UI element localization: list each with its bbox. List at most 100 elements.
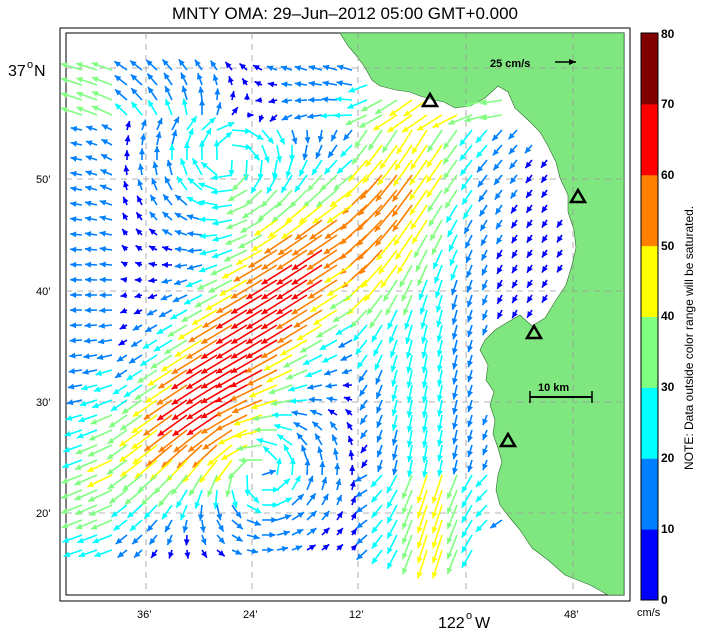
current-vector-head xyxy=(122,229,129,236)
current-vector xyxy=(291,279,323,301)
current-vector-head xyxy=(291,264,299,270)
current-vector-head xyxy=(414,251,420,258)
current-vector-head xyxy=(345,409,352,416)
current-vector-head xyxy=(294,475,301,483)
current-vector-head xyxy=(274,423,281,430)
current-vector-head xyxy=(156,398,164,405)
current-vector-head xyxy=(236,522,243,530)
current-vector-head xyxy=(197,514,204,521)
current-vector-head xyxy=(84,291,91,298)
scale-distance-label: 10 km xyxy=(538,382,569,394)
current-vector-head xyxy=(335,478,342,486)
current-vector-head xyxy=(186,413,194,420)
current-vector-head xyxy=(61,493,68,499)
current-vector-head xyxy=(201,382,208,389)
current-vector-head xyxy=(210,269,218,276)
current-vector-head xyxy=(434,276,440,284)
current-vector-head xyxy=(171,129,178,137)
current-vector-head xyxy=(450,273,457,281)
current-vector-head xyxy=(180,72,187,80)
current-vector-head xyxy=(376,194,383,202)
current-vector-head xyxy=(216,337,223,344)
current-vector-head xyxy=(79,400,87,407)
current-vector-head xyxy=(437,454,443,462)
current-vector-head xyxy=(480,114,487,121)
current-vector-head xyxy=(211,252,219,259)
current-vector-head xyxy=(200,538,207,545)
current-vector-head xyxy=(257,214,265,221)
current-vector-head xyxy=(317,135,324,143)
current-vector-head xyxy=(336,527,343,535)
current-vector-head xyxy=(99,261,106,268)
current-vector-head xyxy=(497,267,503,274)
current-vector-head xyxy=(126,374,134,381)
current-vector-head xyxy=(70,201,77,208)
current-vector-head xyxy=(180,513,186,521)
current-vector-head xyxy=(74,509,82,515)
current-vector-head xyxy=(343,396,351,403)
current-vector-head xyxy=(291,278,299,285)
current-vector-head xyxy=(88,435,96,441)
current-vector-head xyxy=(443,157,450,165)
current-vector-head xyxy=(333,112,340,119)
current-vector-head xyxy=(310,510,317,518)
current-vector-head xyxy=(475,510,483,517)
current-vector-head xyxy=(222,272,229,279)
current-vector-head xyxy=(253,153,260,161)
current-vector-head xyxy=(99,276,106,283)
current-vector-head xyxy=(127,511,134,518)
current-vector-head xyxy=(401,507,408,515)
current-vector-head xyxy=(113,524,121,531)
current-vector-head xyxy=(292,249,299,256)
current-vector-head xyxy=(61,62,68,69)
current-vector-head xyxy=(134,292,142,299)
colorbar-segment xyxy=(641,245,658,317)
current-vector-head xyxy=(114,89,122,96)
current-vector-head xyxy=(201,427,208,434)
current-vector-head xyxy=(333,184,341,191)
current-vector-head xyxy=(142,343,150,349)
current-vector-head xyxy=(99,199,107,206)
current-vector-head xyxy=(186,353,193,359)
current-vector-head xyxy=(347,103,354,109)
current-vector-head xyxy=(201,551,207,558)
current-vector-head xyxy=(351,157,359,165)
current-vector-head xyxy=(120,276,128,283)
current-vector-head xyxy=(497,312,503,319)
current-vector-head xyxy=(295,545,303,551)
current-vector-head xyxy=(381,281,387,288)
current-vector-head xyxy=(137,179,144,187)
current-vector-head xyxy=(382,145,389,153)
current-vector-head xyxy=(328,409,335,416)
current-vector-head xyxy=(285,497,292,504)
current-vector-head xyxy=(187,230,194,237)
lat-label-37: 37 xyxy=(8,63,26,80)
current-vector-head xyxy=(389,336,395,344)
current-vector-head xyxy=(271,172,278,179)
current-vector-head xyxy=(524,146,532,154)
current-vector-head xyxy=(261,323,269,329)
current-vector-head xyxy=(461,486,468,493)
current-vector-head xyxy=(123,150,130,157)
current-vector-head xyxy=(151,551,158,558)
current-vector-head xyxy=(461,183,468,191)
current-vector-head xyxy=(261,308,269,315)
current-vector-head xyxy=(451,303,458,310)
current-vector-head xyxy=(396,147,403,155)
current-vector-head xyxy=(149,228,156,235)
current-vector-head xyxy=(255,97,262,104)
lon-label-degree: o xyxy=(466,610,472,622)
current-vector-head xyxy=(214,88,221,95)
current-vector-head xyxy=(137,195,143,203)
current-vector-head xyxy=(391,468,398,476)
current-vector-head xyxy=(100,154,108,160)
current-vector-head xyxy=(482,298,488,306)
current-vector-head xyxy=(231,107,238,114)
current-vector-head xyxy=(75,448,83,455)
current-vector-head xyxy=(467,360,473,368)
colorbar-tick-50: 50 xyxy=(661,239,675,253)
current-vector-head xyxy=(76,432,84,439)
current-vector-head xyxy=(467,435,473,443)
current-vector-head xyxy=(322,356,329,363)
current-vector-head xyxy=(107,468,114,475)
